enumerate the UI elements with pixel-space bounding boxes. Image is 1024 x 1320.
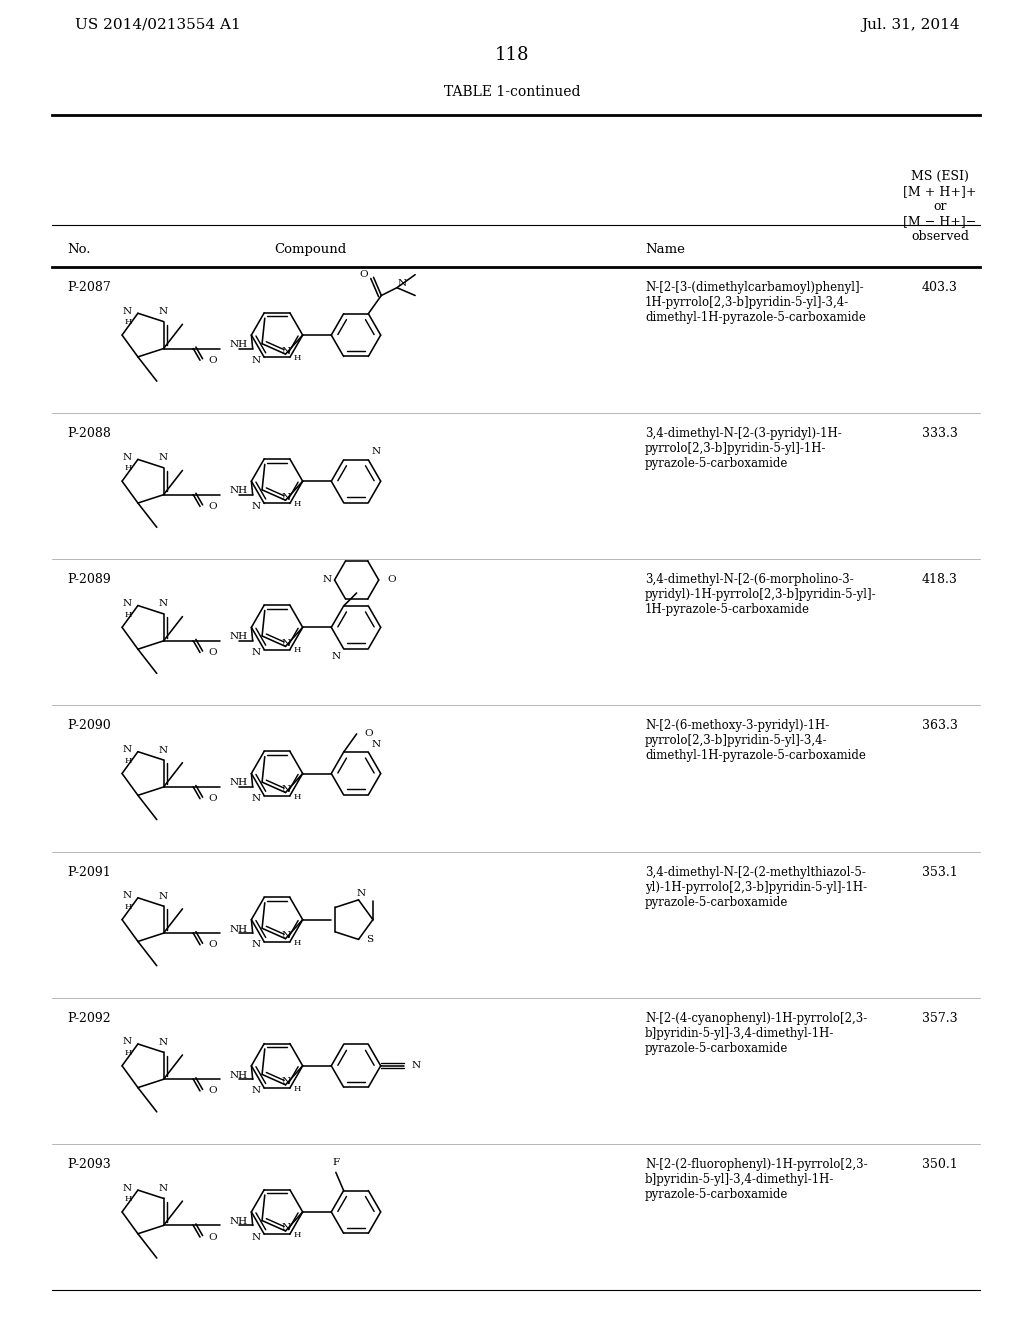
Text: N: N — [282, 1224, 291, 1233]
Text: P-2090: P-2090 — [67, 719, 111, 733]
Text: 403.3: 403.3 — [922, 281, 957, 294]
Text: P-2093: P-2093 — [67, 1158, 111, 1171]
Text: N: N — [251, 648, 260, 657]
Text: O: O — [208, 356, 217, 364]
Text: O: O — [208, 795, 217, 803]
Text: O: O — [365, 730, 374, 738]
Text: N: N — [282, 1077, 291, 1086]
Text: H: H — [125, 756, 132, 764]
Text: NH: NH — [229, 1071, 248, 1080]
Text: N: N — [159, 1038, 168, 1047]
Text: NH: NH — [229, 779, 248, 788]
Text: P-2092: P-2092 — [67, 1011, 111, 1024]
Text: N: N — [251, 1233, 260, 1242]
Text: N: N — [332, 652, 341, 661]
Text: H: H — [294, 500, 301, 508]
Text: 363.3: 363.3 — [922, 719, 957, 733]
Text: Jul. 31, 2014: Jul. 31, 2014 — [861, 18, 961, 32]
Text: NH: NH — [229, 1217, 248, 1226]
Text: 3,4-dimethyl-N-[2-(6-morpholino-3-
pyridyl)-1H-pyrrolo[2,3-b]pyridin-5-yl]-
1H-p: 3,4-dimethyl-N-[2-(6-morpholino-3- pyrid… — [645, 573, 877, 616]
Text: H: H — [125, 465, 132, 473]
Text: N: N — [123, 746, 132, 754]
Text: N: N — [123, 1038, 132, 1047]
Text: N: N — [159, 1184, 168, 1193]
Text: N: N — [282, 347, 291, 355]
Text: N: N — [123, 599, 132, 609]
Text: O: O — [358, 269, 368, 279]
Text: N: N — [159, 891, 168, 900]
Text: O: O — [208, 1233, 217, 1242]
Text: US 2014/0213554 A1: US 2014/0213554 A1 — [75, 18, 241, 32]
Text: N: N — [123, 1184, 132, 1192]
Text: N: N — [412, 1061, 421, 1071]
Text: MS (ESI)
[M + H+]+
or
[M − H+]−
observed: MS (ESI) [M + H+]+ or [M − H+]− observed — [903, 170, 977, 243]
Text: N: N — [282, 931, 291, 940]
Text: H: H — [294, 354, 301, 362]
Text: N: N — [397, 280, 407, 288]
Text: 3,4-dimethyl-N-[2-(2-methylthiazol-5-
yl)-1H-pyrrolo[2,3-b]pyridin-5-yl]-1H-
pyr: 3,4-dimethyl-N-[2-(2-methylthiazol-5- yl… — [645, 866, 867, 908]
Text: N: N — [159, 599, 168, 609]
Text: No.: No. — [67, 243, 90, 256]
Text: H: H — [125, 1195, 132, 1203]
Text: N: N — [282, 785, 291, 795]
Text: Compound: Compound — [273, 243, 346, 256]
Text: P-2087: P-2087 — [67, 281, 111, 294]
Text: N: N — [159, 308, 168, 315]
Text: N: N — [282, 639, 291, 648]
Text: H: H — [294, 939, 301, 946]
Text: O: O — [208, 502, 217, 511]
Text: NH: NH — [229, 632, 248, 642]
Text: P-2088: P-2088 — [67, 428, 111, 440]
Text: H: H — [294, 792, 301, 800]
Text: N: N — [123, 891, 132, 900]
Text: N: N — [251, 795, 260, 803]
Text: N: N — [282, 492, 291, 502]
Text: 333.3: 333.3 — [922, 428, 957, 440]
Text: Name: Name — [645, 243, 685, 256]
Text: 118: 118 — [495, 46, 529, 63]
Text: H: H — [125, 1049, 132, 1057]
Text: 353.1: 353.1 — [923, 866, 957, 879]
Text: N: N — [123, 306, 132, 315]
Text: 418.3: 418.3 — [922, 573, 957, 586]
Text: H: H — [125, 903, 132, 911]
Text: N: N — [323, 576, 332, 585]
Text: N-[2-(2-fluorophenyl)-1H-pyrrolo[2,3-
b]pyridin-5-yl]-3,4-dimethyl-1H-
pyrazole-: N-[2-(2-fluorophenyl)-1H-pyrrolo[2,3- b]… — [645, 1158, 867, 1201]
Text: N: N — [372, 447, 381, 457]
Text: N-[2-(4-cyanophenyl)-1H-pyrrolo[2,3-
b]pyridin-5-yl]-3,4-dimethyl-1H-
pyrazole-5: N-[2-(4-cyanophenyl)-1H-pyrrolo[2,3- b]p… — [645, 1011, 867, 1055]
Text: P-2091: P-2091 — [67, 866, 111, 879]
Text: O: O — [208, 940, 217, 949]
Text: N: N — [357, 890, 366, 899]
Text: 350.1: 350.1 — [923, 1158, 957, 1171]
Text: H: H — [294, 1085, 301, 1093]
Text: 357.3: 357.3 — [923, 1011, 957, 1024]
Text: TABLE 1-continued: TABLE 1-continued — [443, 84, 581, 99]
Text: S: S — [367, 935, 374, 944]
Text: NH: NH — [229, 486, 248, 495]
Text: N: N — [251, 356, 260, 364]
Text: N: N — [251, 502, 260, 511]
Text: NH: NH — [229, 341, 248, 348]
Text: H: H — [125, 318, 132, 326]
Text: NH: NH — [229, 924, 248, 933]
Text: N-[2-(6-methoxy-3-pyridyl)-1H-
pyrrolo[2,3-b]pyridin-5-yl]-3,4-
dimethyl-1H-pyra: N-[2-(6-methoxy-3-pyridyl)-1H- pyrrolo[2… — [645, 719, 866, 763]
Text: H: H — [125, 611, 132, 619]
Text: H: H — [294, 1232, 301, 1239]
Text: P-2089: P-2089 — [67, 573, 111, 586]
Text: N: N — [372, 739, 381, 748]
Text: O: O — [208, 648, 217, 657]
Text: N: N — [251, 1086, 260, 1096]
Text: H: H — [294, 647, 301, 655]
Text: 3,4-dimethyl-N-[2-(3-pyridyl)-1H-
pyrrolo[2,3-b]pyridin-5-yl]-1H-
pyrazole-5-car: 3,4-dimethyl-N-[2-(3-pyridyl)-1H- pyrrol… — [645, 428, 842, 470]
Text: N: N — [251, 940, 260, 949]
Text: O: O — [208, 1086, 217, 1096]
Text: F: F — [332, 1158, 339, 1167]
Text: N-[2-[3-(dimethylcarbamoyl)phenyl]-
1H-pyrrolo[2,3-b]pyridin-5-yl]-3,4-
dimethyl: N-[2-[3-(dimethylcarbamoyl)phenyl]- 1H-p… — [645, 281, 866, 323]
Text: N: N — [123, 453, 132, 462]
Text: O: O — [387, 576, 396, 585]
Text: N: N — [159, 453, 168, 462]
Text: N: N — [159, 746, 168, 755]
